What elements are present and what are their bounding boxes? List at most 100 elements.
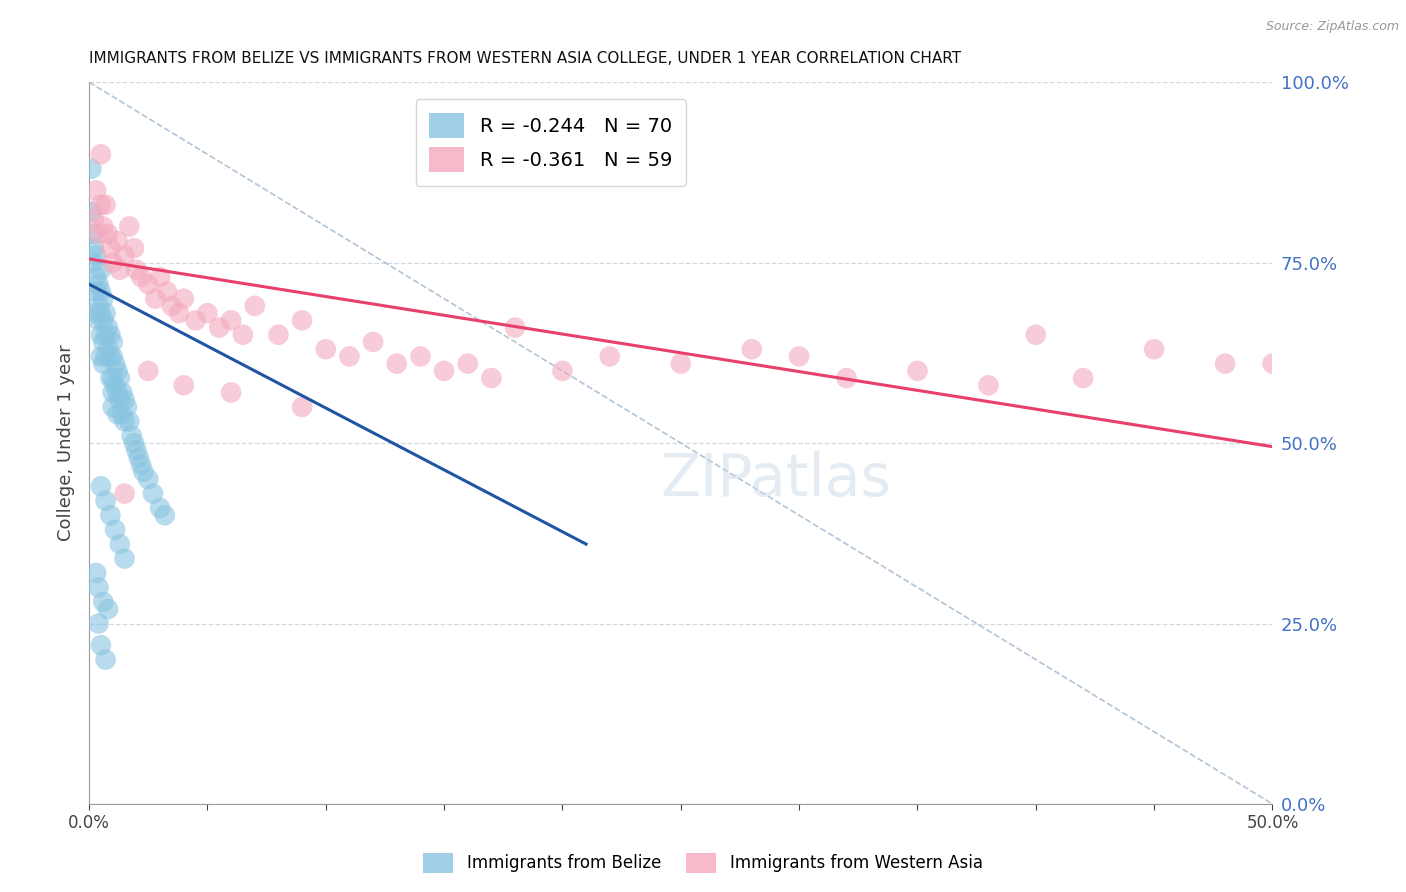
Point <box>94 327 117 342</box>
Point <box>315 342 337 356</box>
Point <box>787 350 810 364</box>
Point <box>153 508 176 523</box>
Point <box>291 400 314 414</box>
Point <box>129 270 152 285</box>
Point <box>167 306 190 320</box>
Point <box>219 313 242 327</box>
Point <box>108 371 131 385</box>
Point <box>184 313 207 327</box>
Point <box>94 198 117 212</box>
Point <box>90 327 112 342</box>
Point <box>91 334 114 349</box>
Point <box>160 299 183 313</box>
Point <box>129 458 152 472</box>
Point <box>107 364 129 378</box>
Point <box>669 357 692 371</box>
Point <box>90 262 112 277</box>
Point <box>97 602 120 616</box>
Point <box>208 320 231 334</box>
Point <box>1025 327 1047 342</box>
Point <box>90 638 112 652</box>
Point <box>90 306 112 320</box>
Point <box>107 234 129 248</box>
Point <box>94 493 117 508</box>
Point <box>90 285 112 299</box>
Point <box>101 400 124 414</box>
Point <box>107 407 129 421</box>
Point <box>108 537 131 551</box>
Point <box>111 385 134 400</box>
Point <box>80 161 103 176</box>
Point <box>243 299 266 313</box>
Legend: R = -0.244   N = 70, R = -0.361   N = 59: R = -0.244 N = 70, R = -0.361 N = 59 <box>416 99 686 186</box>
Point <box>84 270 107 285</box>
Point <box>90 147 112 161</box>
Point <box>91 219 114 234</box>
Point <box>118 219 141 234</box>
Point <box>87 299 110 313</box>
Point <box>83 227 105 241</box>
Point <box>136 277 159 292</box>
Point <box>114 392 136 407</box>
Point <box>108 262 131 277</box>
Point <box>98 327 121 342</box>
Point <box>84 285 107 299</box>
Point <box>136 364 159 378</box>
Point <box>122 241 145 255</box>
Point <box>149 501 172 516</box>
Point <box>156 285 179 299</box>
Point <box>98 350 121 364</box>
Point <box>97 320 120 334</box>
Point <box>114 248 136 262</box>
Point <box>481 371 503 385</box>
Point <box>107 385 129 400</box>
Point <box>84 248 107 262</box>
Point <box>433 364 456 378</box>
Point <box>977 378 1000 392</box>
Point <box>98 241 121 255</box>
Point <box>101 255 124 269</box>
Point <box>91 313 114 327</box>
Point <box>1143 342 1166 356</box>
Point <box>907 364 929 378</box>
Point <box>125 443 148 458</box>
Legend: Immigrants from Belize, Immigrants from Western Asia: Immigrants from Belize, Immigrants from … <box>416 847 990 880</box>
Point <box>98 371 121 385</box>
Point <box>84 183 107 197</box>
Point <box>197 306 219 320</box>
Point <box>121 429 143 443</box>
Point <box>339 350 361 364</box>
Point <box>94 306 117 320</box>
Point <box>291 313 314 327</box>
Point <box>385 357 408 371</box>
Point <box>128 450 150 465</box>
Point <box>97 342 120 356</box>
Point <box>741 342 763 356</box>
Point <box>599 350 621 364</box>
Point <box>114 414 136 428</box>
Point <box>97 227 120 241</box>
Y-axis label: College, Under 1 year: College, Under 1 year <box>58 344 75 541</box>
Point <box>87 277 110 292</box>
Point <box>1261 357 1284 371</box>
Point <box>104 357 127 371</box>
Point <box>457 357 479 371</box>
Point <box>84 306 107 320</box>
Point <box>143 292 166 306</box>
Point <box>90 479 112 493</box>
Point <box>91 292 114 306</box>
Point <box>149 270 172 285</box>
Point <box>114 486 136 500</box>
Point <box>409 350 432 364</box>
Point <box>125 262 148 277</box>
Point <box>1213 357 1236 371</box>
Point <box>115 400 138 414</box>
Point <box>101 371 124 385</box>
Point <box>108 392 131 407</box>
Point <box>98 508 121 523</box>
Text: IMMIGRANTS FROM BELIZE VS IMMIGRANTS FROM WESTERN ASIA COLLEGE, UNDER 1 YEAR COR: IMMIGRANTS FROM BELIZE VS IMMIGRANTS FRO… <box>89 51 962 66</box>
Point <box>83 255 105 269</box>
Point <box>104 523 127 537</box>
Point <box>84 566 107 580</box>
Point <box>114 551 136 566</box>
